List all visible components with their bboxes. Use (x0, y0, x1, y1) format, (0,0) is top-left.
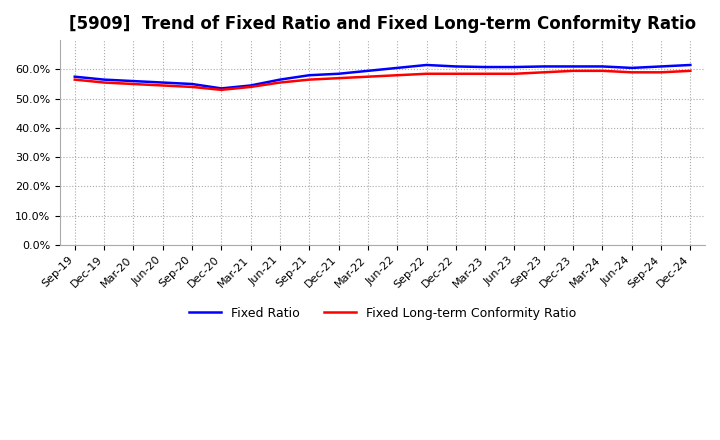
Line: Fixed Ratio: Fixed Ratio (75, 65, 690, 88)
Fixed Long-term Conformity Ratio (305, 77, 314, 82)
Fixed Ratio (627, 65, 636, 70)
Fixed Long-term Conformity Ratio (598, 68, 607, 73)
Fixed Ratio (246, 83, 255, 88)
Fixed Ratio (217, 86, 225, 91)
Fixed Ratio (657, 64, 665, 69)
Fixed Ratio (364, 68, 372, 73)
Fixed Ratio (510, 64, 519, 70)
Fixed Long-term Conformity Ratio (451, 71, 460, 77)
Fixed Ratio (539, 64, 548, 69)
Fixed Long-term Conformity Ratio (510, 71, 519, 77)
Fixed Ratio (422, 62, 431, 68)
Fixed Long-term Conformity Ratio (686, 68, 695, 73)
Fixed Long-term Conformity Ratio (569, 68, 577, 73)
Fixed Long-term Conformity Ratio (422, 71, 431, 77)
Fixed Ratio (686, 62, 695, 68)
Line: Fixed Long-term Conformity Ratio: Fixed Long-term Conformity Ratio (75, 71, 690, 90)
Fixed Ratio (569, 64, 577, 69)
Fixed Ratio (598, 64, 607, 69)
Fixed Ratio (481, 64, 490, 70)
Fixed Long-term Conformity Ratio (627, 70, 636, 75)
Fixed Long-term Conformity Ratio (158, 83, 167, 88)
Fixed Ratio (100, 77, 109, 82)
Fixed Long-term Conformity Ratio (100, 80, 109, 85)
Fixed Long-term Conformity Ratio (129, 81, 138, 87)
Fixed Long-term Conformity Ratio (276, 80, 284, 85)
Fixed Long-term Conformity Ratio (539, 70, 548, 75)
Fixed Ratio (451, 64, 460, 69)
Fixed Long-term Conformity Ratio (71, 77, 79, 82)
Fixed Ratio (393, 65, 402, 70)
Fixed Long-term Conformity Ratio (481, 71, 490, 77)
Fixed Long-term Conformity Ratio (246, 84, 255, 90)
Legend: Fixed Ratio, Fixed Long-term Conformity Ratio: Fixed Ratio, Fixed Long-term Conformity … (184, 302, 581, 325)
Fixed Long-term Conformity Ratio (334, 76, 343, 81)
Fixed Ratio (129, 78, 138, 84)
Fixed Ratio (188, 81, 197, 87)
Fixed Ratio (305, 73, 314, 78)
Title: [5909]  Trend of Fixed Ratio and Fixed Long-term Conformity Ratio: [5909] Trend of Fixed Ratio and Fixed Lo… (69, 15, 696, 33)
Fixed Ratio (71, 74, 79, 79)
Fixed Long-term Conformity Ratio (393, 73, 402, 78)
Fixed Long-term Conformity Ratio (657, 70, 665, 75)
Fixed Long-term Conformity Ratio (188, 84, 197, 90)
Fixed Long-term Conformity Ratio (364, 74, 372, 79)
Fixed Ratio (158, 80, 167, 85)
Fixed Ratio (334, 71, 343, 77)
Fixed Long-term Conformity Ratio (217, 87, 225, 92)
Fixed Ratio (276, 77, 284, 82)
